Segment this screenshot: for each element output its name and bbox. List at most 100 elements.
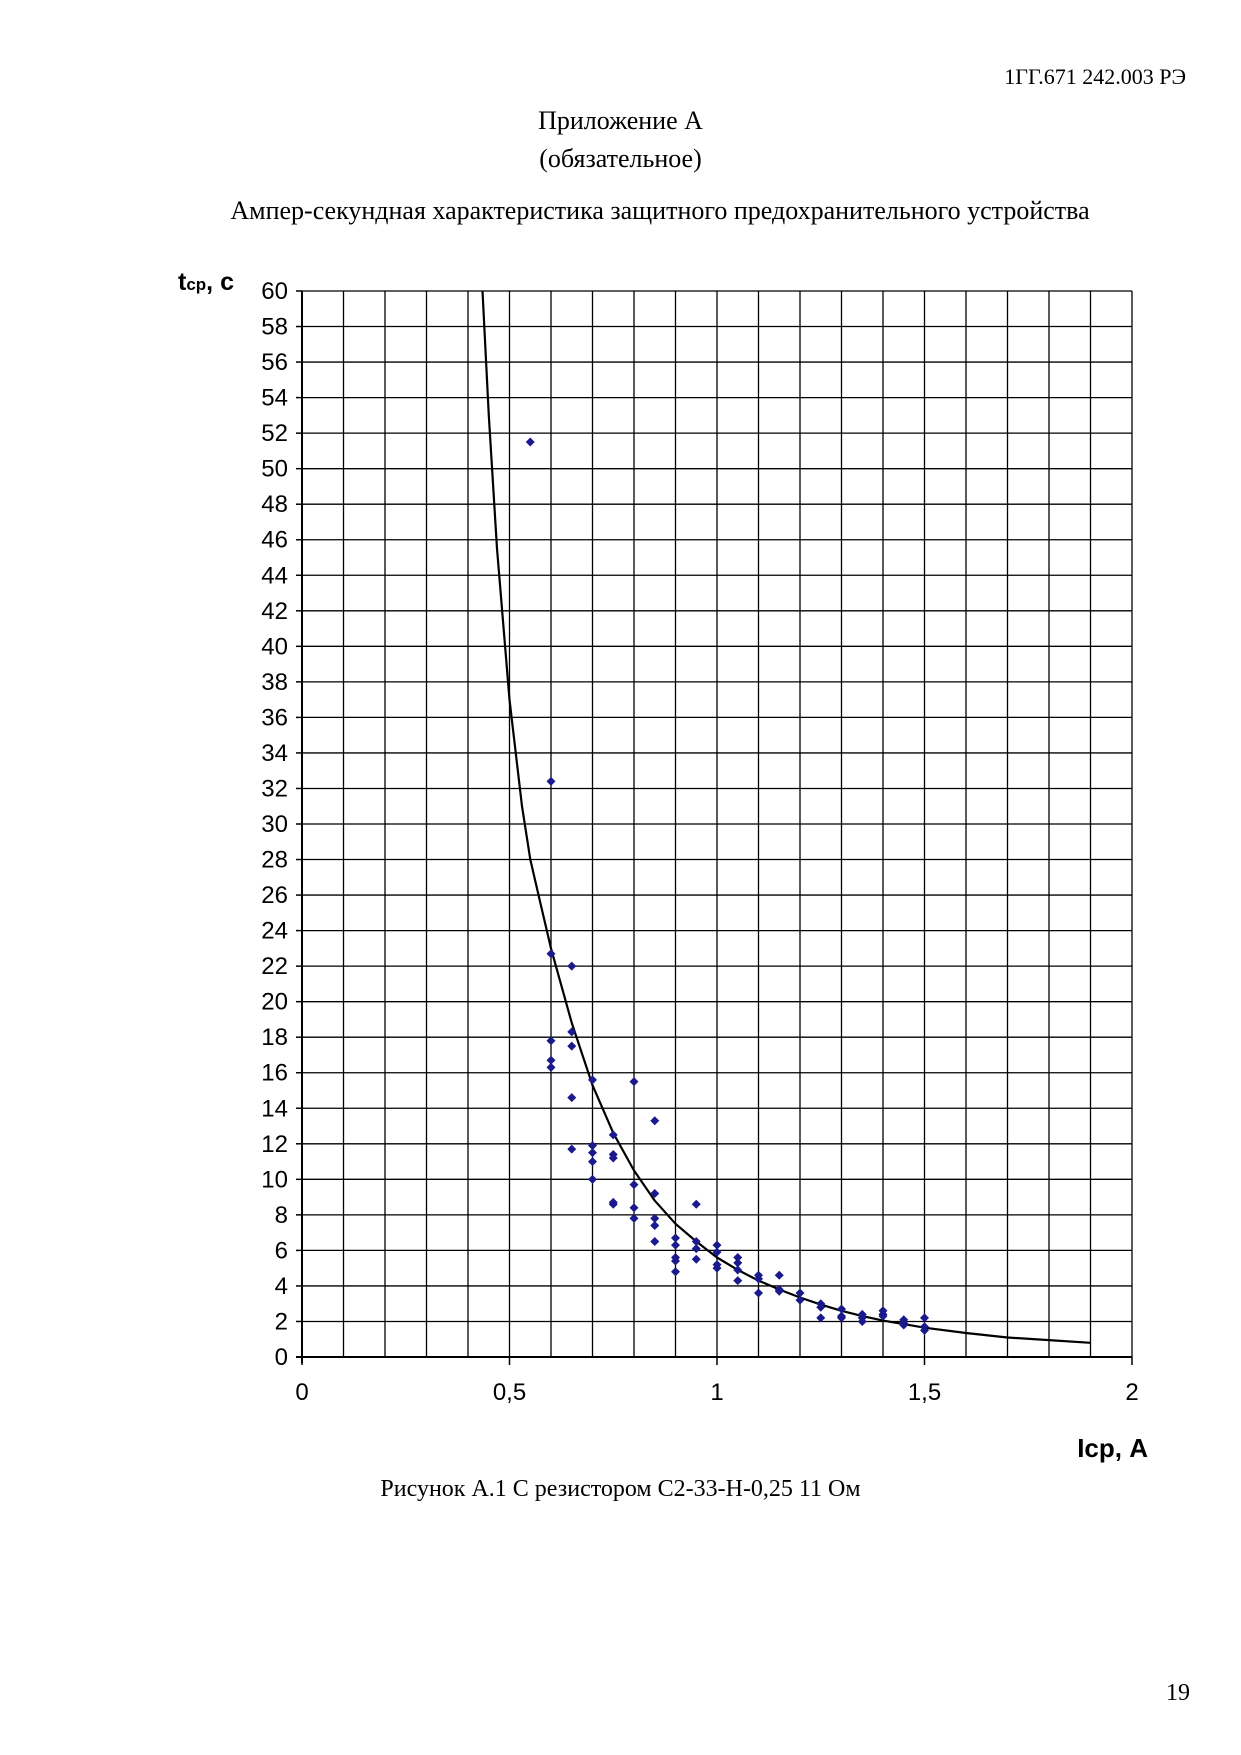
chart-point — [857, 1316, 867, 1326]
x-tick-label: 0,5 — [493, 1379, 526, 1406]
chart-point — [754, 1288, 763, 1298]
chart-point — [588, 1174, 597, 1184]
chart-point — [546, 1036, 556, 1046]
chart-point — [588, 1148, 597, 1158]
chart-point — [920, 1325, 929, 1335]
chart-point — [546, 1062, 556, 1072]
chart-point — [588, 1075, 597, 1085]
chart-point — [878, 1311, 888, 1321]
chart-point — [754, 1274, 763, 1284]
chart-point — [650, 1221, 660, 1231]
y-tick-label: 8 — [275, 1202, 288, 1229]
chart-trend-curve-group — [481, 290, 1091, 1344]
chart-point — [795, 1288, 805, 1298]
x-tick-label: 1 — [710, 1379, 723, 1406]
chart-point — [650, 1213, 660, 1223]
chart-point — [629, 1213, 639, 1223]
chart-point — [774, 1270, 784, 1280]
y-tick-label: 40 — [261, 633, 288, 660]
chart-point — [920, 1313, 929, 1323]
y-tick-label: 34 — [261, 740, 288, 767]
y-tick-label: 14 — [261, 1095, 288, 1122]
chart-point — [671, 1240, 680, 1250]
chart-point — [629, 1203, 639, 1213]
chart-point — [691, 1237, 701, 1247]
document-code: 1ГГ.671 242.003 РЭ — [1004, 64, 1186, 89]
chart-point — [899, 1320, 909, 1330]
y-tick-label: 48 — [261, 491, 288, 518]
page-number: 19 — [1166, 1680, 1190, 1706]
chart-point — [608, 1199, 618, 1209]
y-tick-label: 32 — [261, 775, 288, 802]
y-tick-label: 44 — [261, 562, 288, 589]
chart-point — [733, 1276, 743, 1286]
y-tick-label: 54 — [261, 385, 288, 412]
chart-points — [525, 437, 929, 1335]
chart-heading: Ампер-секундная характеристика защитного… — [230, 196, 1090, 225]
chart-axes — [296, 290, 1133, 1365]
y-tick-label: 22 — [261, 953, 288, 980]
chart-point — [733, 1258, 743, 1268]
x-tick-label: 0 — [295, 1379, 308, 1406]
chart-trend-curve — [481, 290, 1091, 1344]
x-tick-label: 1,5 — [908, 1379, 941, 1406]
chart-point — [712, 1247, 722, 1257]
chart-point — [546, 949, 556, 959]
y-tick-label: 24 — [261, 918, 288, 945]
chart-point — [671, 1256, 680, 1266]
chart-point — [691, 1199, 701, 1209]
chart-point — [525, 437, 535, 447]
chart-point — [629, 1180, 639, 1190]
y-tick-label: 12 — [261, 1131, 288, 1158]
y-tick-label: 10 — [261, 1166, 288, 1193]
chart-point — [816, 1302, 826, 1312]
y-tick-label: 36 — [261, 704, 288, 731]
chart-point — [567, 1144, 577, 1154]
chart-point — [588, 1157, 597, 1167]
y-tick-label: 6 — [275, 1237, 288, 1264]
y-tick-label: 42 — [261, 598, 288, 625]
chart-point — [837, 1304, 846, 1314]
chart-point — [712, 1263, 722, 1273]
y-tick-label: 56 — [261, 349, 288, 376]
chart-point — [629, 1077, 639, 1087]
y-tick-label: 20 — [261, 989, 288, 1016]
y-tick-label: 4 — [275, 1273, 288, 1300]
chart-point — [691, 1244, 701, 1254]
chart-point — [733, 1253, 743, 1263]
chart-point — [671, 1267, 680, 1277]
chart-point — [588, 1141, 597, 1151]
appendix-status: (обязательное) — [539, 144, 702, 173]
chart-point — [567, 1041, 577, 1051]
y-axis-label-sub: ср — [186, 275, 206, 294]
chart-point — [671, 1233, 680, 1243]
y-tick-label: 26 — [261, 882, 288, 909]
y-axis-label-unit: , с — [206, 268, 234, 296]
chart-point — [733, 1265, 743, 1275]
y-tick-label: 60 — [261, 278, 288, 305]
chart-point — [546, 776, 556, 786]
y-tick-label: 28 — [261, 847, 288, 874]
x-tick-label: 2 — [1125, 1379, 1138, 1406]
chart-point — [816, 1313, 826, 1323]
chart-point — [650, 1189, 660, 1199]
y-tick-label: 16 — [261, 1060, 288, 1087]
chart-tick-labels: 0246810121416182022242628303234363840424… — [261, 278, 1138, 1406]
chart-point — [546, 1055, 556, 1065]
chart-point — [567, 961, 577, 971]
y-tick-label: 38 — [261, 669, 288, 696]
y-tick-label: 58 — [261, 314, 288, 341]
chart-grid — [301, 290, 1133, 1358]
y-tick-label: 52 — [261, 420, 288, 447]
chart-point — [837, 1313, 846, 1323]
chart-point — [567, 1093, 577, 1103]
figure-caption: Рисунок А.1 С резистором С2-33-Н-0,25 11… — [380, 1476, 861, 1502]
y-axis-label: tср, с — [178, 268, 234, 296]
chart-point — [650, 1116, 660, 1126]
y-tick-label: 50 — [261, 456, 288, 483]
appendix-title: Приложение А — [538, 106, 703, 135]
chart-point — [795, 1295, 805, 1305]
y-tick-label: 18 — [261, 1024, 288, 1051]
chart-point — [608, 1130, 618, 1140]
